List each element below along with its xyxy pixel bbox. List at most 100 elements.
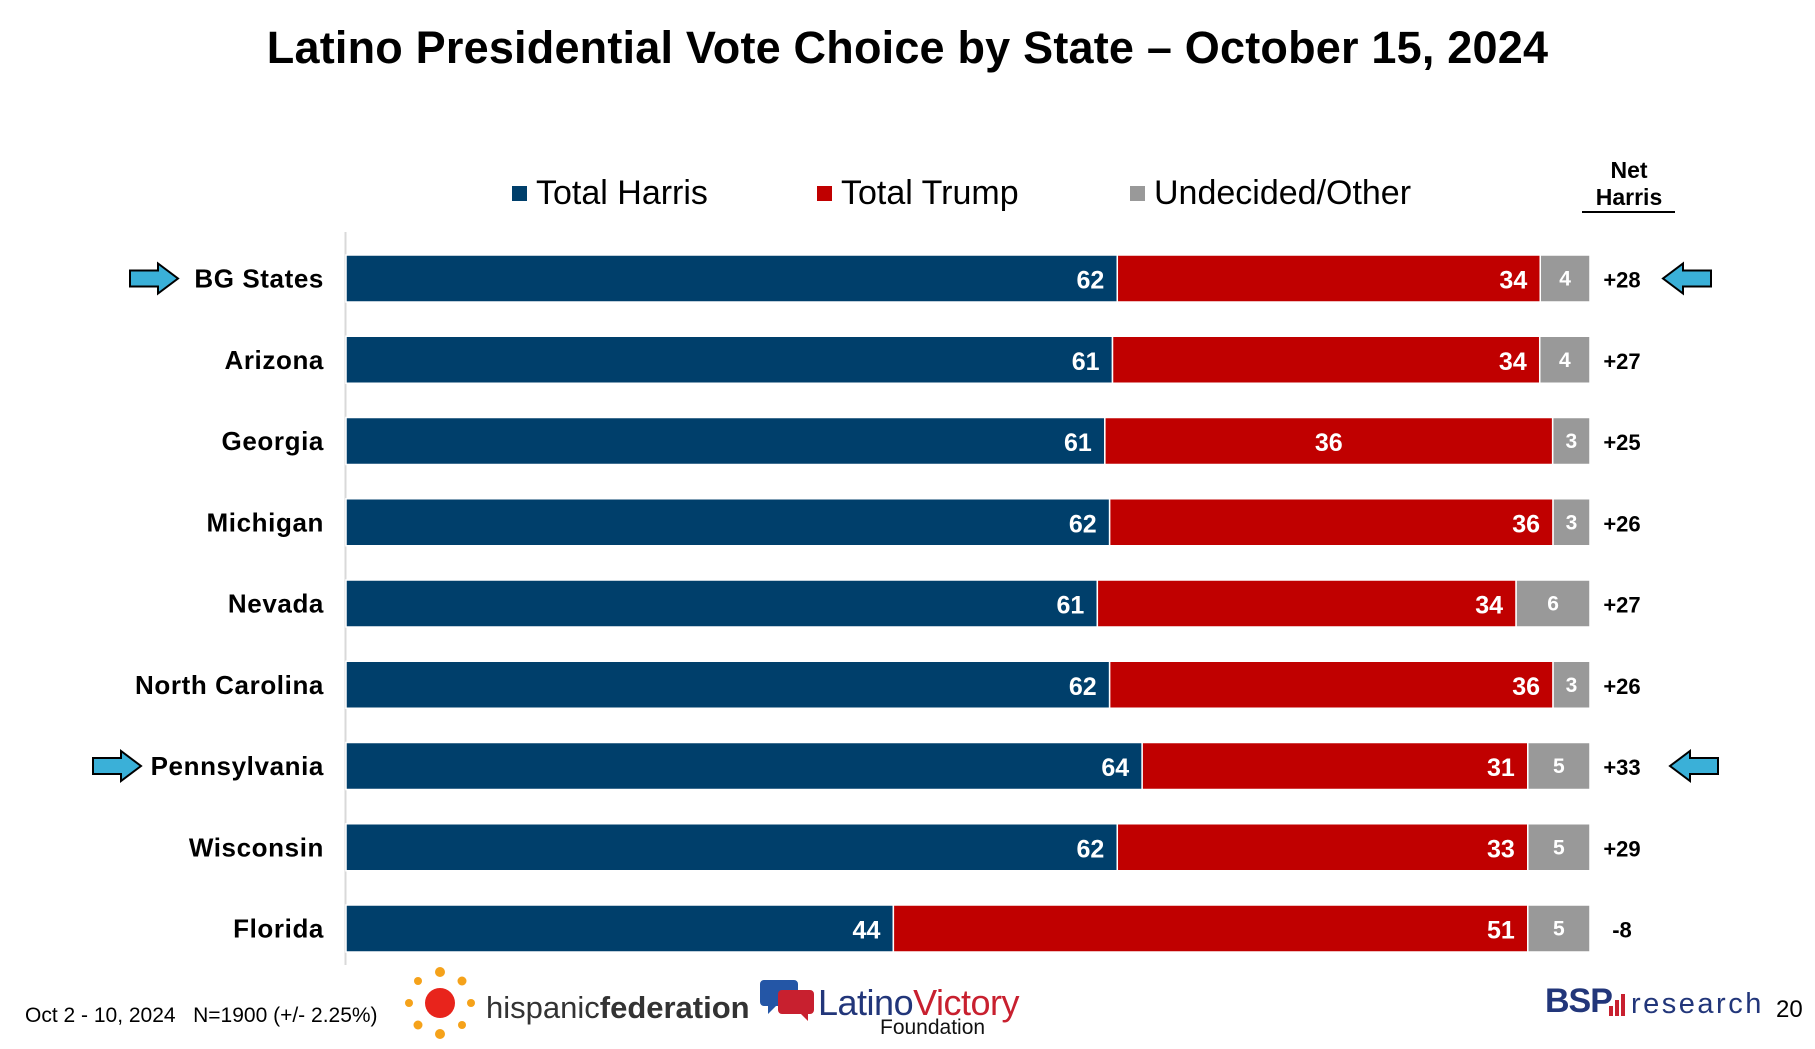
stacked-bar-chart: Total Harris Total Trump Undecided/Other Ne… (92, 157, 1719, 965)
bar-segment (1096, 579, 1517, 628)
legend-swatch (817, 186, 832, 201)
field-dates: Oct 2 - 10, 2024 (25, 1004, 176, 1027)
page-number: 20 (1776, 996, 1803, 1023)
category-label: Pennsylvania (151, 751, 324, 781)
bar-segment (1552, 660, 1591, 709)
category-label: North Carolina (135, 670, 324, 700)
data-label: 4 (1559, 349, 1571, 372)
data-label: 36 (1512, 673, 1540, 701)
research-wordmark: research (1631, 988, 1764, 1020)
sun-icon (405, 967, 475, 1039)
bar-segment (1552, 498, 1591, 547)
net-harris-value: +28 (1603, 268, 1640, 293)
data-label: 61 (1064, 429, 1092, 457)
data-label: 34 (1499, 348, 1527, 376)
bar-segment (1527, 741, 1591, 791)
hf-word-2: federation (599, 990, 750, 1025)
data-label: 5 (1553, 918, 1565, 941)
data-label: 34 (1499, 267, 1527, 295)
bar-segment (345, 904, 895, 953)
bar-segment (1108, 660, 1554, 709)
net-harris-value: +26 (1603, 674, 1640, 699)
data-label: 3 (1565, 430, 1577, 453)
net-header-line1: Net (1610, 157, 1647, 183)
latino-victory-wordmark: LatinoVictory (818, 982, 1019, 1024)
data-label: 44 (853, 917, 881, 945)
bar-segment (345, 823, 1119, 872)
hf-word-1: hispanic (486, 990, 600, 1025)
latino-victory-subtitle: Foundation (880, 1016, 986, 1039)
bar-segment (1141, 741, 1529, 791)
data-label: 3 (1566, 511, 1578, 534)
legend-swatch (512, 186, 527, 201)
bar-segment (345, 660, 1111, 709)
net-harris-value: +27 (1603, 349, 1640, 374)
latino-victory-logo: LatinoVictory Foundation (760, 976, 1030, 1040)
data-label: 62 (1069, 673, 1097, 701)
legend-label: Total Harris (536, 174, 708, 212)
data-label: 6 (1547, 593, 1559, 616)
data-label: 61 (1072, 348, 1100, 376)
data-label: 4 (1559, 268, 1571, 291)
bar-segment (1111, 335, 1541, 384)
net-header-line2: Harris (1596, 184, 1662, 210)
net-harris-value: -8 (1612, 918, 1632, 943)
legend-label: Total Trump (841, 174, 1019, 212)
bar-segment (1539, 254, 1591, 303)
net-harris-value: +29 (1603, 836, 1640, 861)
data-label: 36 (1315, 429, 1343, 457)
bar-segment (345, 254, 1119, 303)
data-label: 34 (1475, 592, 1503, 620)
data-label: 36 (1512, 510, 1540, 538)
category-label: Florida (233, 914, 324, 944)
data-label: 5 (1553, 755, 1565, 778)
category-label: BG States (194, 264, 324, 294)
category-label: Wisconsin (189, 832, 324, 862)
data-label: 51 (1487, 917, 1515, 945)
bar-segment (345, 416, 1106, 466)
bar-segment (1551, 416, 1591, 466)
sample-size: N=1900 (+/- 2.25%) (193, 1004, 378, 1027)
data-label: 3 (1566, 674, 1578, 697)
bar-segment (1116, 823, 1529, 872)
bar-segment (1116, 254, 1541, 303)
bar-segment (1538, 335, 1591, 384)
survey-note: Oct 2 - 10, 2024 N=1900 (+/- 2.25%) (25, 1004, 378, 1028)
chart-title: Latino Presidential Vote Choice by State… (266, 22, 1549, 73)
speech-bubbles-icon (760, 980, 814, 1021)
bar-segment (1104, 416, 1554, 466)
category-label: Georgia (222, 426, 324, 456)
bar-segment (345, 579, 1099, 628)
bar-segment (345, 498, 1111, 547)
data-label: 61 (1057, 592, 1085, 620)
bar-segment (1515, 579, 1591, 628)
lv-word-1: Latino (818, 982, 914, 1023)
net-harris-value: +26 (1603, 511, 1640, 536)
bar-segment (345, 741, 1143, 791)
arrow-left-icon (1668, 749, 1719, 783)
arrow-left-icon (1661, 261, 1712, 296)
lv-word-2: Victory (913, 982, 1019, 1023)
category-label: Michigan (207, 507, 324, 537)
legend-label: Undecided/Other (1154, 174, 1411, 212)
bar-chart-icon (1609, 994, 1625, 1016)
data-label: 64 (1101, 754, 1129, 782)
net-harris-value: +33 (1603, 755, 1640, 780)
data-label: 5 (1553, 836, 1565, 859)
bar-segment (1108, 498, 1554, 547)
bar-segment (1527, 904, 1591, 953)
bar-segment (1527, 823, 1591, 872)
data-label: 31 (1487, 754, 1515, 782)
net-harris-value: +25 (1603, 430, 1640, 455)
arrow-right-icon (92, 749, 143, 783)
bsp-wordmark: BSP (1545, 982, 1613, 1020)
hispanic-federation-wordmark: hispanicfederation (486, 990, 750, 1026)
category-label: Arizona (224, 345, 324, 375)
net-harris-value: +27 (1603, 593, 1640, 618)
bar-segment (345, 335, 1114, 384)
data-label: 62 (1069, 510, 1097, 538)
arrow-right-icon (129, 261, 180, 296)
legend-swatch (1130, 186, 1145, 201)
data-label: 62 (1076, 835, 1104, 863)
data-label: 33 (1487, 835, 1515, 863)
